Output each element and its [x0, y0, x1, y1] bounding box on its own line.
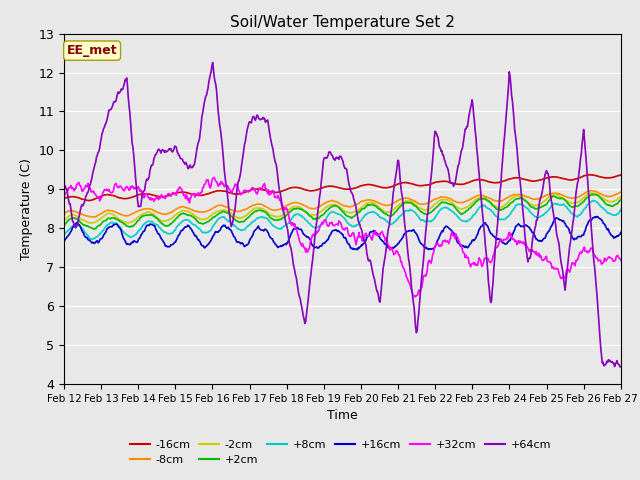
-8cm — [214, 203, 222, 208]
+64cm — [184, 166, 192, 171]
+32cm — [214, 183, 222, 189]
-2cm — [214, 208, 222, 214]
-2cm — [128, 218, 136, 224]
Text: EE_met: EE_met — [67, 44, 117, 57]
+16cm — [617, 229, 625, 235]
+2cm — [428, 209, 435, 215]
Y-axis label: Temperature (C): Temperature (C) — [20, 158, 33, 260]
+2cm — [588, 192, 596, 197]
-8cm — [89, 214, 97, 220]
+16cm — [428, 246, 435, 252]
+16cm — [214, 229, 221, 235]
+16cm — [70, 223, 78, 229]
+32cm — [412, 294, 419, 300]
-2cm — [70, 212, 78, 218]
+2cm — [617, 197, 625, 203]
+32cm — [410, 294, 417, 300]
+2cm — [60, 223, 68, 228]
+2cm — [185, 212, 193, 218]
+8cm — [60, 231, 68, 237]
-2cm — [87, 220, 95, 226]
-16cm — [585, 172, 593, 178]
-16cm — [85, 198, 93, 204]
+64cm — [60, 179, 68, 184]
-16cm — [60, 195, 68, 201]
-2cm — [588, 190, 596, 196]
-8cm — [60, 210, 68, 216]
-16cm — [411, 182, 419, 188]
Line: +64cm: +64cm — [64, 62, 621, 367]
+8cm — [89, 236, 97, 242]
+32cm — [127, 185, 135, 191]
+16cm — [60, 238, 68, 244]
Line: +16cm: +16cm — [64, 216, 621, 250]
+8cm — [214, 216, 222, 222]
-8cm — [588, 188, 595, 193]
+64cm — [127, 130, 135, 136]
-2cm — [428, 205, 435, 211]
Line: -2cm: -2cm — [64, 193, 621, 223]
+64cm — [616, 364, 624, 370]
-2cm — [617, 194, 625, 200]
+64cm — [70, 222, 78, 228]
+8cm — [128, 234, 136, 240]
+2cm — [214, 211, 222, 217]
-8cm — [185, 205, 193, 211]
+2cm — [128, 224, 136, 229]
+16cm — [127, 240, 135, 245]
Legend: -16cm, -8cm, -2cm, +2cm, +8cm, +16cm, +32cm, +64cm: -16cm, -8cm, -2cm, +2cm, +8cm, +16cm, +3… — [125, 435, 556, 469]
+32cm — [428, 257, 436, 263]
-8cm — [411, 198, 419, 204]
Line: +8cm: +8cm — [64, 201, 621, 239]
+2cm — [411, 203, 419, 209]
+2cm — [70, 215, 78, 221]
+16cm — [593, 214, 600, 219]
Line: -8cm: -8cm — [64, 191, 621, 217]
-8cm — [70, 208, 78, 214]
-2cm — [185, 209, 193, 215]
-16cm — [128, 194, 136, 200]
+2cm — [90, 226, 98, 232]
Line: +32cm: +32cm — [64, 178, 621, 297]
+32cm — [184, 197, 192, 203]
-2cm — [60, 217, 68, 223]
X-axis label: Time: Time — [327, 409, 358, 422]
+32cm — [211, 175, 218, 180]
+16cm — [411, 229, 419, 235]
+8cm — [70, 222, 78, 228]
Title: Soil/Water Temperature Set 2: Soil/Water Temperature Set 2 — [230, 15, 455, 30]
+32cm — [617, 257, 625, 263]
+32cm — [70, 188, 78, 193]
+64cm — [209, 60, 216, 65]
+64cm — [617, 364, 625, 370]
+16cm — [354, 247, 362, 252]
-16cm — [428, 181, 435, 187]
-2cm — [411, 202, 419, 207]
-16cm — [70, 194, 78, 200]
Line: +2cm: +2cm — [64, 194, 621, 229]
-8cm — [128, 211, 136, 217]
+8cm — [185, 217, 193, 223]
+8cm — [428, 219, 435, 225]
+8cm — [617, 207, 625, 213]
-8cm — [617, 189, 625, 195]
-16cm — [214, 188, 222, 193]
+8cm — [589, 198, 596, 204]
+64cm — [214, 108, 222, 114]
+64cm — [428, 175, 435, 180]
-8cm — [428, 199, 435, 204]
-16cm — [617, 172, 625, 178]
-16cm — [185, 191, 193, 196]
+8cm — [411, 209, 419, 215]
+16cm — [184, 222, 192, 228]
+32cm — [60, 194, 68, 200]
+64cm — [411, 313, 419, 319]
Line: -16cm: -16cm — [64, 175, 621, 201]
